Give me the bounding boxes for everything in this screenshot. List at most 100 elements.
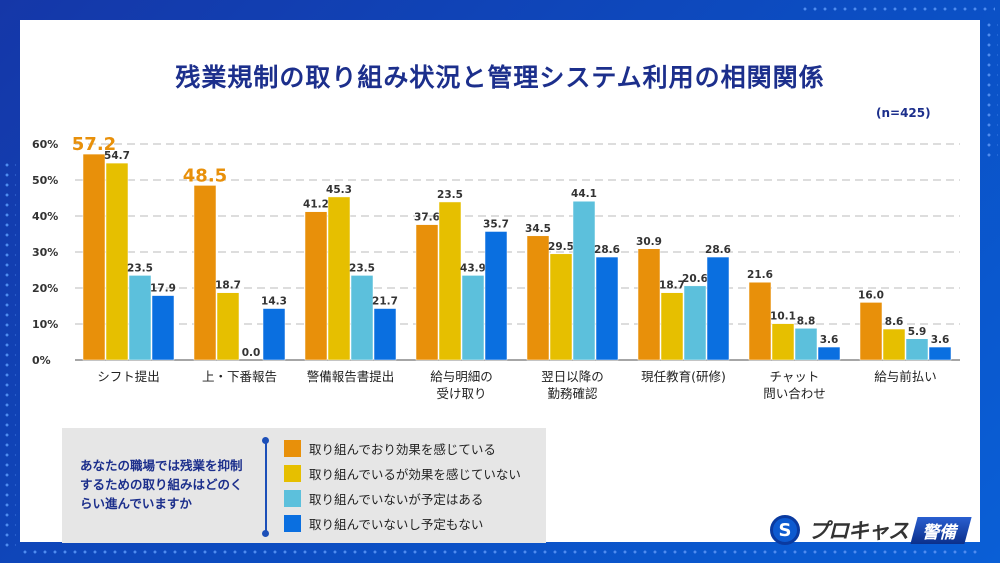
y-tick-label: 20%	[32, 282, 58, 295]
data-label: 34.5	[525, 223, 551, 235]
legend-label: 取り組んでおり効果を感じている	[309, 441, 496, 457]
data-label: 21.7	[372, 296, 398, 308]
data-label: 10.1	[770, 311, 796, 323]
bar	[748, 281, 772, 361]
legend-swatch	[284, 464, 301, 482]
decor-dots-bottom	[20, 547, 980, 559]
x-category-label: 翌日以降の	[541, 369, 604, 384]
x-category-label: 給与前払い	[874, 369, 937, 384]
data-label: 43.9	[460, 262, 486, 274]
legend-item: 取り組んでおり効果を感じている	[284, 438, 496, 458]
y-tick-label: 60%	[32, 138, 58, 151]
bar	[438, 201, 462, 361]
data-label: 23.5	[127, 262, 153, 274]
data-label: 45.3	[326, 184, 352, 196]
x-category-label: シフト提出	[97, 369, 160, 384]
data-label: 18.7	[659, 280, 685, 292]
logo-s-icon: S	[770, 515, 800, 545]
data-label: 30.9	[636, 236, 662, 248]
bar	[905, 338, 929, 361]
legend-item: 取り組んでいるが効果を感じていない	[284, 463, 521, 483]
bar	[105, 162, 129, 361]
data-label: 28.6	[705, 244, 731, 256]
data-label: 29.5	[548, 241, 574, 253]
bar	[151, 295, 175, 361]
bar	[193, 185, 217, 361]
bar	[128, 275, 152, 361]
x-category-label: 給与明細の	[430, 369, 493, 384]
data-label: 23.5	[349, 262, 375, 274]
data-label: 35.7	[483, 218, 509, 230]
legend-label: 取り組んでいないし予定もない	[309, 516, 484, 532]
bar	[595, 256, 619, 361]
legend: あなたの職場では残業を抑制するための取り組みはどのくらい進んでいますか 取り組ん…	[62, 428, 546, 543]
data-label: 54.7	[104, 150, 130, 162]
sample-size: (n=425)	[876, 106, 931, 120]
brand-logo: S プロキャス 警備	[770, 515, 972, 545]
bar	[706, 256, 730, 361]
bar	[859, 302, 883, 361]
data-label: 23.5	[437, 189, 463, 201]
bar	[262, 308, 286, 361]
bar	[683, 285, 707, 361]
chart-title: 残業規制の取り組み状況と管理システム利用の相関関係	[175, 63, 825, 92]
bar	[572, 200, 596, 361]
legend-swatch	[284, 439, 301, 457]
data-label: 16.0	[858, 289, 884, 301]
legend-label: 取り組んでいないが予定はある	[309, 491, 484, 507]
x-category-label: 勤務確認	[547, 386, 598, 401]
legend-divider	[265, 440, 267, 534]
data-label: 18.7	[215, 280, 241, 292]
data-label: 28.6	[594, 244, 620, 256]
y-tick-label: 40%	[32, 210, 58, 223]
decor-dots-left	[2, 160, 16, 550]
bar	[327, 196, 351, 361]
bar	[415, 224, 439, 361]
data-label: 3.6	[931, 334, 950, 346]
legend-item: 取り組んでいないが予定はある	[284, 488, 483, 508]
y-tick-label: 50%	[32, 174, 58, 187]
decor-dots-right	[984, 20, 998, 160]
legend-question: あなたの職場では残業を抑制するための取り組みはどのくらい進んでいますか	[80, 458, 243, 511]
legend-label: 取り組んでいるが効果を感じていない	[309, 466, 521, 482]
data-label: 57.2	[72, 134, 116, 155]
data-label: 21.6	[747, 269, 773, 281]
bar	[928, 346, 952, 361]
bar	[660, 292, 684, 361]
chart-card: 残業規制の取り組み状況と管理システム利用の相関関係 (n=425) 0% 10% 2…	[20, 20, 980, 545]
x-category-label: 上・下番報告	[202, 369, 277, 384]
data-label: 5.9	[908, 326, 927, 338]
bar-chart: 0% 10% 20% 30% 40% 50% 60% 57.254.7 23.5 17.9 シフト提…	[32, 134, 960, 401]
bar	[216, 292, 240, 361]
data-label: 17.9	[150, 283, 176, 295]
y-tick-label: 30%	[32, 246, 58, 259]
data-label: 8.6	[885, 316, 904, 328]
bar	[882, 328, 906, 361]
bar	[373, 308, 397, 361]
data-label: 44.1	[571, 188, 597, 200]
decor-dots-top	[800, 4, 995, 16]
line-dot-bottom	[262, 530, 269, 537]
bar	[461, 275, 485, 361]
bar	[771, 323, 795, 361]
data-label: 48.5	[183, 165, 227, 186]
x-category-label: 受け取り	[436, 386, 486, 401]
y-tick-label: 10%	[32, 318, 58, 331]
logo-text: プロキャス	[808, 519, 909, 543]
data-label: 14.3	[261, 296, 287, 308]
bar	[484, 231, 508, 361]
bar	[350, 275, 374, 361]
x-category-label: 現任教育(研修)	[641, 369, 726, 384]
legend-swatch	[284, 489, 301, 507]
x-category-label: チャット	[770, 369, 820, 384]
bar	[304, 211, 328, 361]
data-label: 41.2	[303, 199, 329, 211]
data-label: 0.0	[242, 347, 261, 359]
data-label: 20.6	[682, 273, 708, 285]
y-tick-label: 0%	[32, 354, 51, 367]
data-label: 8.8	[797, 315, 816, 327]
x-category-label: 問い合わせ	[763, 386, 826, 401]
bar	[549, 253, 573, 361]
bar	[82, 153, 106, 361]
data-label: 37.6	[414, 212, 440, 224]
